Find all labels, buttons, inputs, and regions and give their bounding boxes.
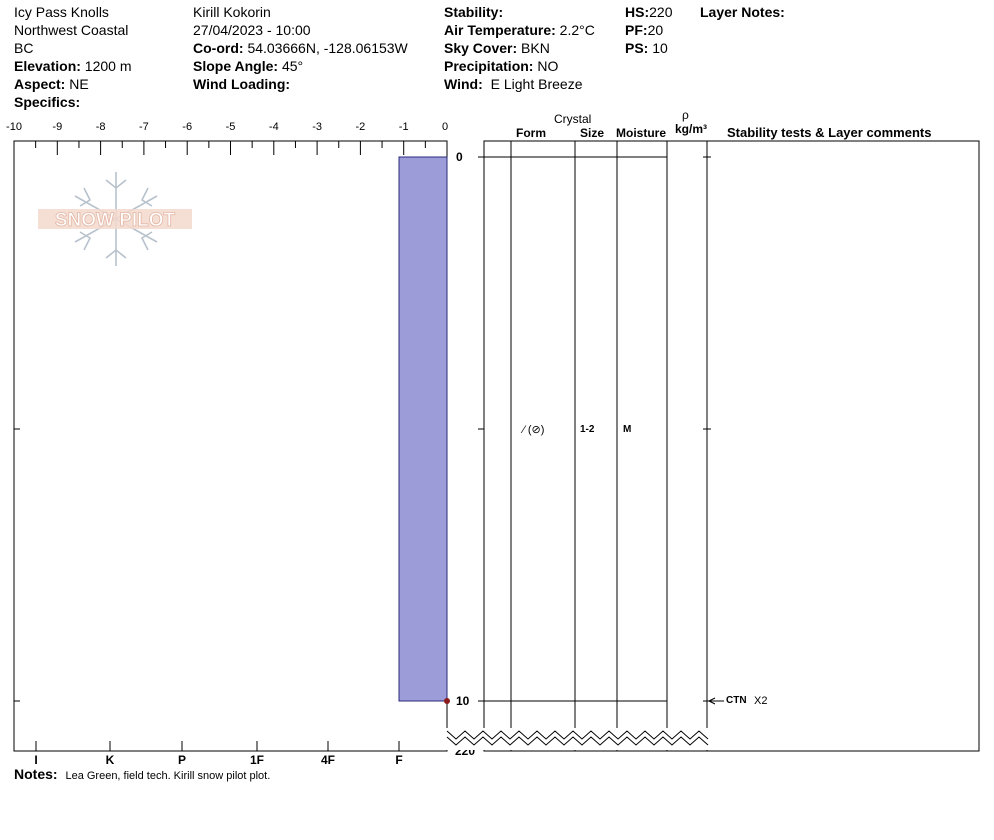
notes-row: Notes: Lea Green, field tech. Kirill sno…: [14, 765, 270, 785]
sky-row: Sky Cover: BKN: [444, 39, 550, 57]
temperature-axis: -10 -9 -8 -7 -6 -5 -4 -3 -2 -1 0: [6, 121, 448, 155]
sky-value: BKN: [521, 40, 550, 56]
crystal-header: Crystal: [554, 112, 592, 126]
coord-value: 54.03666N, -128.06153W: [247, 40, 408, 56]
pointer-arrow: [707, 697, 716, 705]
temp-tick-label: -7: [139, 121, 149, 133]
hs-value: 220: [649, 4, 673, 20]
temp-tick-label: -9: [52, 121, 62, 133]
temp-tick-label: -2: [356, 121, 366, 133]
layer-table: [483, 140, 980, 752]
aspect-label: Aspect:: [14, 76, 66, 92]
temp-tick-label: -8: [96, 121, 106, 133]
air-temp-value: 2.2°C: [559, 22, 595, 38]
temp-tick-label: 0: [442, 121, 448, 133]
wind-row: Wind: E Light Breeze: [444, 75, 582, 93]
wind-value: E Light Breeze: [490, 76, 583, 92]
hardness-tick-label: 4F: [321, 753, 335, 767]
coord-label: Co-ord:: [193, 40, 244, 56]
ps-value: 10: [652, 40, 668, 56]
wind-loading-label: Wind Loading:: [193, 76, 291, 92]
elevation-label: Elevation:: [14, 58, 81, 74]
stability-test-note: X2: [754, 695, 768, 707]
air-temp-label: Air Temperature:: [444, 22, 556, 38]
temp-tick-label: -6: [182, 121, 192, 133]
layer-form: ⁄ (⊘): [523, 424, 545, 436]
pf-value: 20: [647, 22, 664, 38]
logo-banner: [38, 209, 192, 229]
hardness-tick-label: 1F: [250, 753, 264, 767]
slope-row: Slope Angle: 45°: [193, 57, 303, 75]
stability-test-name: CTN: [726, 695, 747, 706]
notes-label: Notes:: [14, 766, 58, 782]
pf-label: PF:: [625, 22, 648, 38]
precip-row: Precipitation: NO: [444, 57, 558, 75]
rho-header: ρ: [682, 108, 689, 122]
province-name: BC: [14, 40, 34, 56]
wind-label: Wind:: [444, 76, 483, 92]
temperature-marker: [444, 698, 450, 704]
hs-row: HS:220: [625, 3, 672, 21]
location-name: Icy Pass Knolls: [14, 4, 109, 20]
layer-moisture: M: [623, 424, 632, 435]
hardness-tick-label: K: [106, 753, 115, 767]
region-name: Northwest Coastal: [14, 22, 129, 38]
depth-axis-ticks: [14, 428, 447, 702]
table-depth-ticks: [478, 156, 711, 702]
notes-value: Lea Green, field tech. Kirill snow pilot…: [65, 770, 271, 782]
slope-label: Slope Angle:: [193, 58, 279, 74]
pf-row: PF:20: [625, 21, 663, 39]
size-header: Size: [580, 126, 605, 140]
sky-label: Sky Cover:: [444, 40, 518, 56]
elevation-row: Elevation: 1200 m: [14, 57, 132, 75]
hardness-tick-label: F: [395, 753, 402, 767]
aspect-row: Aspect: NE: [14, 75, 89, 93]
moisture-header: Moisture: [616, 126, 667, 140]
form-header: Form: [516, 126, 546, 140]
hardness-tick-label: P: [178, 753, 186, 767]
layer-size: 1-2: [580, 424, 595, 435]
precip-label: Precipitation:: [444, 58, 534, 74]
specifics-label: Specifics:: [14, 94, 81, 110]
temp-tick-label: -5: [226, 121, 236, 133]
logo-text: SNOW PILOT: [55, 210, 176, 231]
elevation-value: 1200 m: [84, 58, 132, 74]
hardness-tick-label: I: [34, 753, 37, 767]
air-temp-row: Air Temperature: 2.2°C: [444, 21, 595, 39]
coord-row: Co-ord: 54.03666N, -128.06153W: [193, 39, 408, 57]
stability-label: Stability:: [444, 4, 504, 20]
hs-label: HS:: [625, 4, 650, 20]
temp-tick-label: -4: [269, 121, 279, 133]
hardness-axis: I K P 1F 4F F: [34, 741, 403, 767]
depth-label-break: 10: [456, 694, 470, 708]
observer-name: Kirill Kokorin: [193, 4, 271, 20]
layer-notes-label: Layer Notes:: [700, 4, 785, 20]
precip-value: NO: [537, 58, 559, 74]
aspect-value: NE: [69, 76, 89, 92]
temp-tick-label: -10: [6, 121, 22, 133]
ps-row: PS: 10: [625, 39, 668, 57]
hardness-plot-frame: [13, 140, 448, 752]
comments-header: Stability tests & Layer comments: [727, 125, 932, 140]
temp-tick-label: -1: [399, 121, 409, 133]
slope-value: 45°: [281, 58, 304, 74]
depth-label-top: 0: [456, 150, 463, 164]
temp-tick-label: -3: [312, 121, 322, 133]
ps-label: PS:: [625, 40, 649, 56]
observation-datetime: 27/04/2023 - 10:00: [193, 22, 311, 38]
depth-break-line-bottom: [446, 736, 709, 746]
depth-break-line-top: [446, 730, 709, 740]
hardness-bar-layer: [398, 156, 448, 702]
density-unit-header: kg/m³: [675, 122, 708, 136]
